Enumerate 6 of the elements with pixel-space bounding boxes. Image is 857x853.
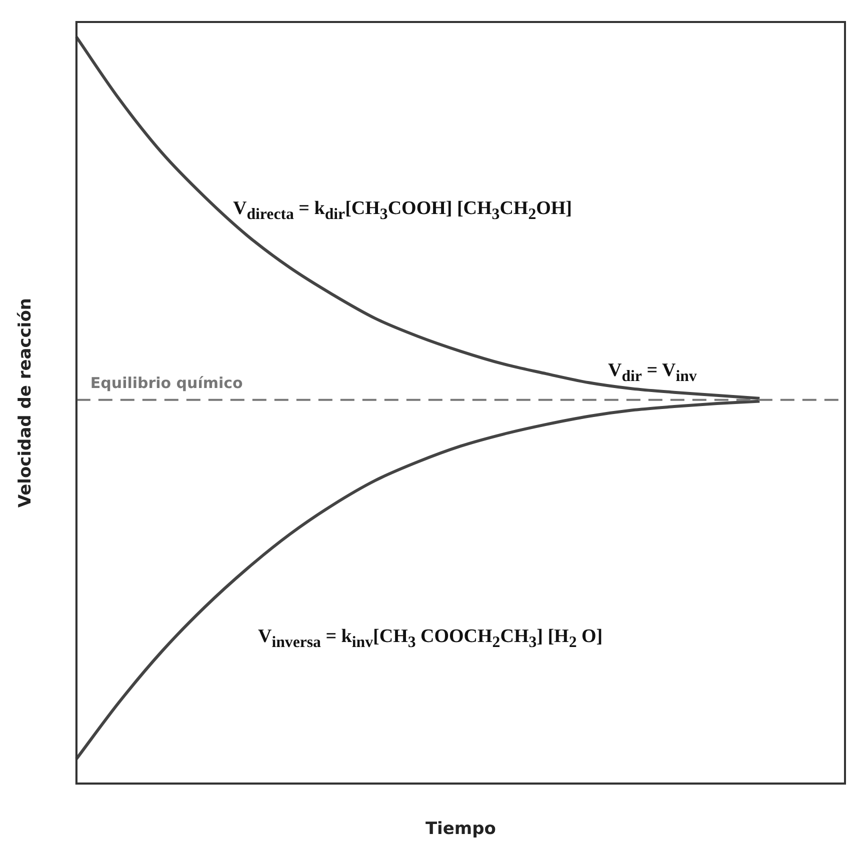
text: V$_{inversa}$ = k$_{inv}$[CH$_{3}$ COOCH$_{2}$CH$_{3}$] [H$_{2}$ O]: [258, 626, 603, 651]
y-axis-title: Velocidad de reacción: [16, 298, 36, 508]
text: V$_{directa}$ = k$_{dir}$[CH$_{3}$COOH] [CH$_{3}$CH$_{2}$OH]: [233, 198, 572, 223]
annotation: V$_{dir}$ = V$_{inv}$: [608, 360, 697, 387]
ref-line-label: Equilibrio químico: [90, 374, 243, 392]
x-axis-title: Tiempo: [425, 819, 496, 840]
